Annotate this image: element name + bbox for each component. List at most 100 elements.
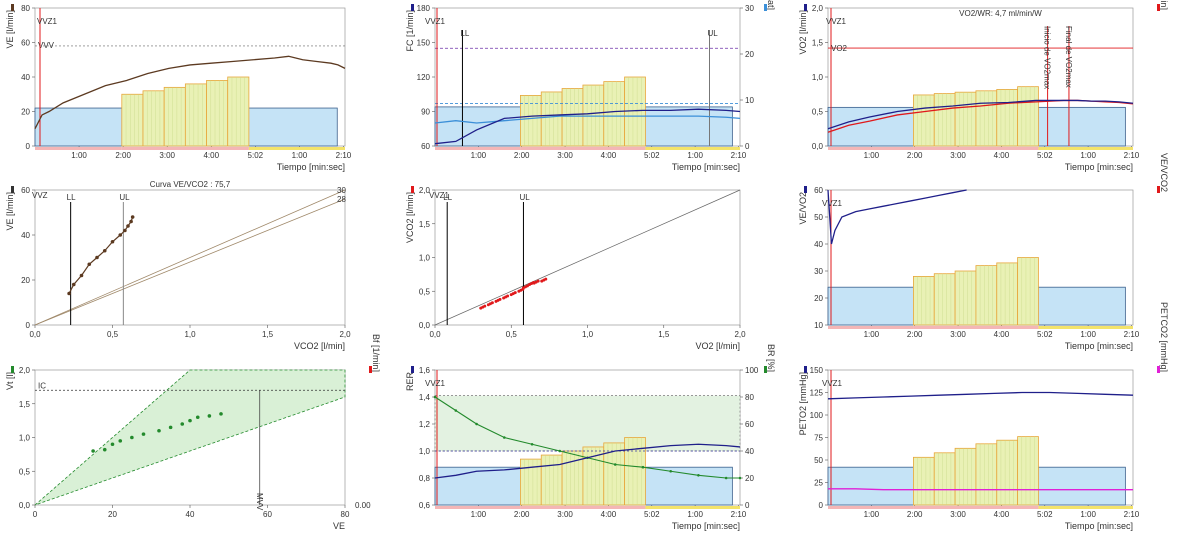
x-tick-label: 0,0	[429, 330, 441, 339]
load-step-bar	[996, 262, 1019, 326]
data-point	[506, 294, 510, 298]
x-tick-label: 3:00	[950, 151, 966, 160]
y-label-swatch	[411, 186, 414, 193]
x-tick-label: 5:02	[1037, 510, 1053, 519]
ul-label: UL	[519, 193, 530, 202]
y-label-swatch	[804, 4, 807, 11]
vvz1-label: VVZ	[32, 191, 48, 200]
load-step-bar	[603, 442, 626, 506]
x-axis-label: Tiempo [min:sec]	[672, 521, 740, 531]
y-tick-label: 20	[21, 276, 30, 285]
x-tick-label: 1:00	[1080, 151, 1096, 160]
y2-tick-label: 80	[745, 393, 754, 402]
x-tick-label: 4:00	[203, 151, 219, 160]
petco2-series	[828, 488, 1133, 491]
y-axis-label: VO2 [l/min]	[798, 10, 808, 55]
load-step-bar	[561, 88, 584, 147]
y-tick-label: 30	[814, 267, 823, 276]
vvz1-label: VVZ1	[425, 17, 446, 26]
ll-label: LL	[443, 193, 452, 202]
data-point	[490, 301, 494, 305]
y2-label-swatch	[764, 366, 767, 373]
y2-label-swatch	[1157, 366, 1160, 373]
x-tick-label: 2:10	[1124, 330, 1140, 339]
x-axis-label: VE	[333, 521, 345, 531]
load-step-bar	[933, 452, 956, 506]
data-point	[91, 449, 95, 453]
y-axis-label: VCO2 [l/min]	[405, 192, 415, 243]
y-tick-label: 40	[21, 73, 30, 82]
x-tick-label: 1,0	[184, 330, 196, 339]
load-step-bar	[624, 437, 646, 506]
y-tick-label: 125	[810, 389, 824, 398]
y-tick-label: 0,0	[19, 501, 31, 510]
y-tick-label: 40	[21, 231, 30, 240]
load-step-bar	[227, 76, 250, 147]
load-step-bar	[520, 95, 542, 147]
vvz1-label: VVZ1	[429, 191, 450, 200]
panel-ve-vco2: 0 20 40 60 0,0 0,5 1,0 1,5 2,0 VCO2 [l/min] VE [l/…	[5, 180, 351, 351]
y-tick-label: 20	[21, 108, 30, 117]
y-tick-label: 0,5	[812, 108, 824, 117]
x-tick-label: 5:02	[1037, 151, 1053, 160]
y2-tick-label: 60	[745, 420, 754, 429]
y2-tick-label: 0	[745, 142, 750, 151]
phase-rest-bar	[35, 147, 122, 150]
y-tick-label: 60	[21, 39, 30, 48]
ratio-label: 28	[337, 195, 346, 204]
phase-rest-bar	[435, 147, 521, 150]
x-tick-label: 1:00	[864, 510, 880, 519]
x-tick-label: 0,0	[29, 330, 41, 339]
phase-recovery-bar	[248, 147, 345, 150]
x-tick-label: 3:00	[159, 151, 175, 160]
x-tick-label: 2:10	[731, 510, 747, 519]
x-tick-label: 2:10	[1124, 151, 1140, 160]
y-tick-label: 0,6	[419, 501, 431, 510]
vvv-label: VVV	[38, 41, 55, 50]
x-axis-label: Tiempo [min:sec]	[1065, 162, 1133, 172]
x-tick-label: 1:00	[687, 510, 703, 519]
load-step-bar	[582, 446, 605, 506]
data-point	[130, 435, 134, 440]
panel-vco2-vo2: 0,0 0,5 1,0 1,5 2,0 0,0 0,5 1,0 1,5 2,0 VO2 [l/min…	[405, 186, 746, 351]
dotted-band	[434, 395, 741, 452]
y-tick-label: 100	[810, 411, 824, 420]
panel-fc-o2pulse: 60 90 120 150 180 0 10 20 30 1:00 2:00 3:00 4:00 5:02…	[405, 0, 776, 172]
ratio-line	[34, 198, 346, 326]
x-tick-label: 5:02	[248, 151, 264, 160]
x-tick-label: 2,0	[339, 330, 351, 339]
load-step-bar	[1017, 257, 1039, 326]
rer-series	[434, 443, 741, 479]
data-point	[118, 439, 123, 443]
data-point	[195, 415, 200, 420]
y-axis-label: VE [l/min]	[5, 192, 15, 231]
phase-exercise-bar	[520, 506, 646, 509]
phase-rest-bar	[828, 147, 914, 150]
vvz1-label: VVZ1	[37, 17, 58, 26]
y2-axis-label: VCO2 [l/min]	[1159, 0, 1169, 10]
ratio-line	[34, 189, 346, 326]
y-tick-label: 1,5	[419, 220, 431, 229]
x-tick-label: 0,5	[506, 330, 518, 339]
y2-label-swatch	[1157, 4, 1160, 11]
y2-axis-label: PETCO2 [mmHg]	[1159, 302, 1169, 372]
x-tick-label: 1:00	[687, 151, 703, 160]
x-axis-label: Tiempo [min:sec]	[1065, 341, 1133, 351]
x-tick-label: 1:00	[471, 510, 487, 519]
y-tick-label: 20	[814, 294, 823, 303]
y-tick-label: 2,0	[812, 4, 824, 13]
vo2-label: VO2	[831, 44, 848, 53]
load-step-bar	[954, 91, 977, 147]
load-step-bar	[184, 83, 207, 147]
fc-series	[434, 108, 741, 145]
x-axis-label: VCO2 [l/min]	[294, 341, 345, 351]
y-tick-label: 1,6	[419, 366, 431, 375]
y-axis-label: VE [l/min]	[5, 10, 15, 49]
x-tick-label: 1:00	[471, 151, 487, 160]
y-axis-label: VE/VO2	[798, 192, 808, 225]
y2-tick-label: 10	[745, 96, 754, 105]
load-step-bar	[933, 273, 956, 326]
y-tick-label: 75	[814, 434, 823, 443]
bf-zero-label: 0.00	[355, 501, 371, 510]
data-point	[544, 277, 548, 281]
